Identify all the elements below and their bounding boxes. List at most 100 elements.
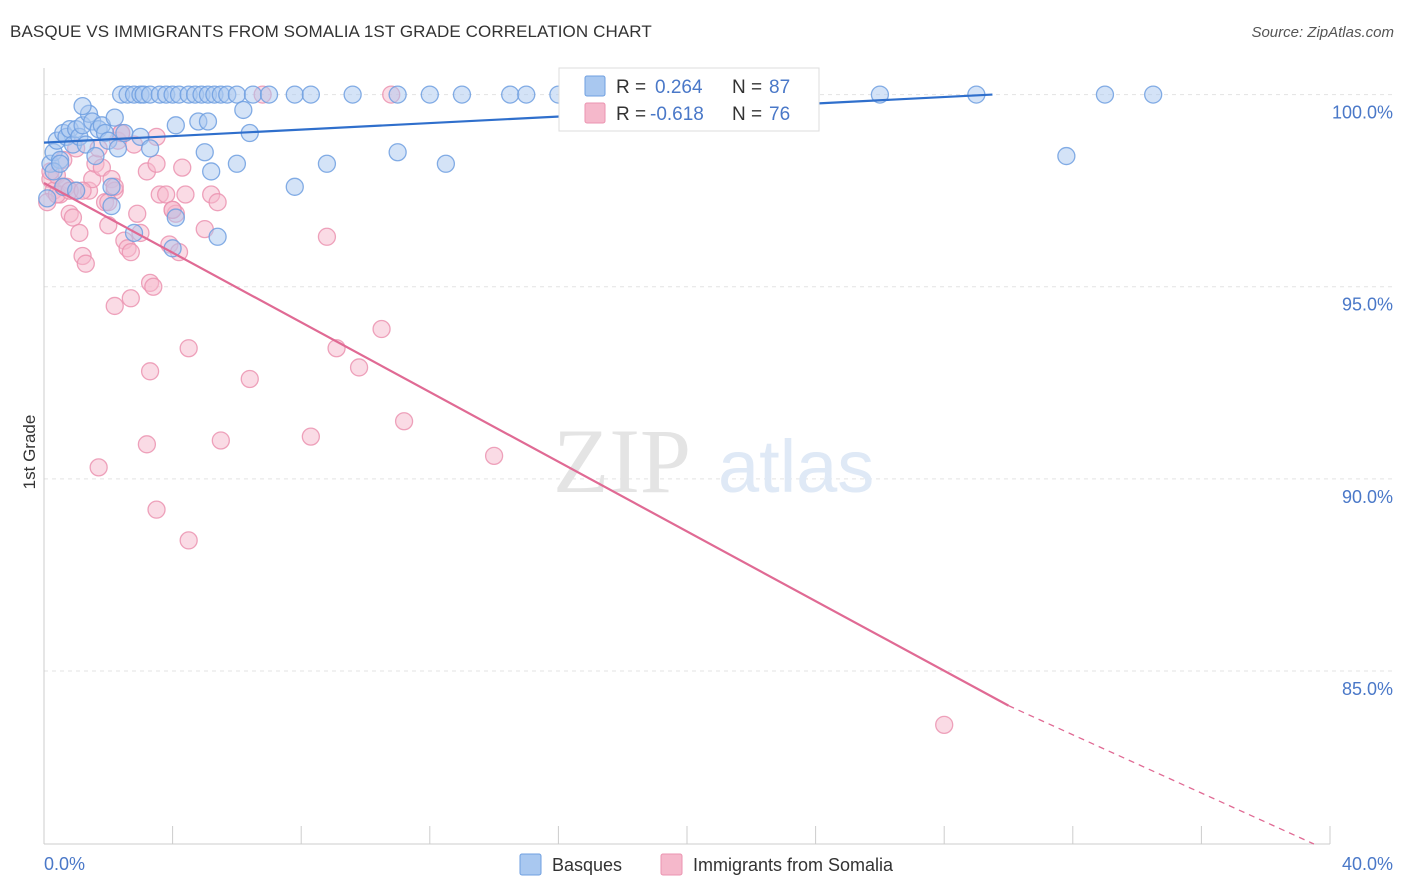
point-somalia-43: [208, 193, 227, 212]
point-basques-49: [517, 85, 536, 104]
point-basques-40: [243, 85, 263, 104]
point-basques-47: [452, 85, 472, 104]
point-basques-66: [198, 112, 218, 131]
x-tick-label-0: 0.0%: [44, 854, 85, 874]
bottom-legend-label-basques: Basques: [552, 855, 622, 875]
point-basques-44: [343, 85, 362, 104]
point-basques-46: [420, 85, 439, 104]
point-somalia-25: [121, 243, 140, 262]
legend-swatch-basques: [584, 75, 606, 97]
series-legend: Basques Immigrants from Somalia: [519, 853, 894, 876]
point-basques-59: [1144, 85, 1163, 104]
point-basques-70: [227, 154, 247, 173]
legend-n-label-basques: N =: [732, 77, 762, 98]
x-tick-labels: 0.0% 40.0%: [44, 854, 1393, 874]
point-somalia-57: [372, 319, 391, 339]
point-basques-19: [105, 108, 124, 127]
legend-r-label-basques: R =: [616, 77, 646, 98]
legend-n-label-somalia: N =: [732, 104, 762, 125]
point-basques-58: [1095, 85, 1115, 104]
point-basques-45: [388, 85, 407, 104]
point-somalia-7: [63, 208, 83, 227]
point-basques-77: [102, 196, 121, 216]
legend-n-value-basques: 87: [769, 77, 790, 98]
point-somalia-18: [99, 216, 118, 235]
point-somalia-44: [105, 296, 124, 316]
y-tick-label-1: 95.0%: [1342, 295, 1393, 315]
point-somalia-45: [121, 289, 140, 308]
point-basques-41: [259, 85, 279, 104]
point-basques-20: [108, 139, 128, 158]
trend-line-somalia: [43, 182, 1010, 707]
point-basques-73: [388, 143, 407, 162]
series-somalia-points: [38, 85, 954, 735]
chart-title: BASQUE VS IMMIGRANTS FROM SOMALIA 1ST GR…: [10, 22, 652, 41]
point-basques-14: [86, 146, 105, 166]
bottom-legend-label-somalia: Immigrants from Somalia: [693, 855, 894, 875]
point-somalia-49: [179, 339, 198, 358]
bottom-legend-swatch-basques: [519, 853, 542, 876]
point-basques-86: [38, 189, 57, 208]
legend-r-value-somalia: -0.618: [650, 104, 704, 125]
point-somalia-39: [173, 158, 192, 177]
point-somalia-51: [211, 431, 230, 450]
point-somalia-48: [147, 500, 166, 519]
point-somalia-60: [89, 458, 108, 477]
point-somalia-52: [240, 369, 259, 389]
point-somalia-40: [176, 185, 195, 204]
point-somalia-47: [137, 435, 157, 454]
x-tick-label-1: 40.0%: [1342, 854, 1393, 874]
point-basques-80: [208, 227, 227, 246]
point-basques-79: [166, 208, 185, 227]
chart-source: Source: ZipAtlas.com: [1251, 24, 1394, 41]
trend-line-basques: [43, 93, 993, 144]
watermark-atlas: atlas: [718, 425, 874, 508]
point-basques-76: [102, 177, 121, 196]
point-basques-56: [870, 85, 890, 104]
legend-r-value-basques: 0.264: [655, 77, 703, 98]
y-tick-label-2: 90.0%: [1342, 487, 1393, 507]
legend-swatch-somalia: [584, 102, 606, 124]
point-somalia-53: [301, 427, 320, 446]
y-tick-labels: 100.0% 95.0% 90.0% 85.0%: [1332, 103, 1393, 699]
correlation-legend: R = 0.264 N = 87 R = -0.618 N = 76: [558, 67, 820, 132]
point-basques-48: [501, 85, 520, 104]
point-somalia-11: [76, 254, 95, 273]
point-somalia-63: [935, 715, 954, 735]
y-tick-label-0: 100.0%: [1332, 103, 1393, 123]
point-basques-72: [317, 154, 337, 173]
point-somalia-58: [394, 412, 414, 431]
point-somalia-34: [157, 185, 176, 204]
point-somalia-46: [140, 362, 160, 381]
point-basques-42: [285, 85, 304, 104]
legend-n-value-somalia: 76: [769, 104, 790, 125]
point-somalia-54: [317, 227, 337, 246]
trend-lines: [43, 93, 1315, 845]
point-basques-68: [195, 143, 214, 162]
point-basques-74: [436, 154, 456, 173]
point-basques-60: [73, 96, 92, 116]
bottom-legend-swatch-somalia: [660, 853, 683, 876]
point-somalia-59: [484, 446, 504, 465]
point-basques-75: [1057, 146, 1076, 166]
point-basques-38: [227, 85, 247, 104]
point-somalia-9: [70, 223, 89, 243]
point-somalia-50: [179, 531, 198, 550]
point-somalia-32: [147, 154, 166, 173]
point-somalia-31: [144, 277, 163, 296]
point-somalia-27: [128, 204, 147, 223]
point-basques-39: [234, 100, 253, 120]
trend-line-extension-somalia: [1008, 705, 1315, 845]
y-tick-label-3: 85.0%: [1342, 679, 1393, 699]
watermark: ZIP atlas: [553, 410, 874, 512]
point-basques-63: [140, 139, 160, 158]
point-basques-43: [301, 85, 320, 104]
point-basques-64: [166, 116, 185, 135]
y-axis-label: 1st Grade: [20, 415, 39, 490]
point-basques-69: [202, 162, 221, 181]
point-somalia-56: [349, 358, 369, 377]
point-basques-71: [285, 177, 304, 196]
point-basques-83: [50, 154, 70, 173]
legend-r-label-somalia: R =: [616, 104, 646, 125]
